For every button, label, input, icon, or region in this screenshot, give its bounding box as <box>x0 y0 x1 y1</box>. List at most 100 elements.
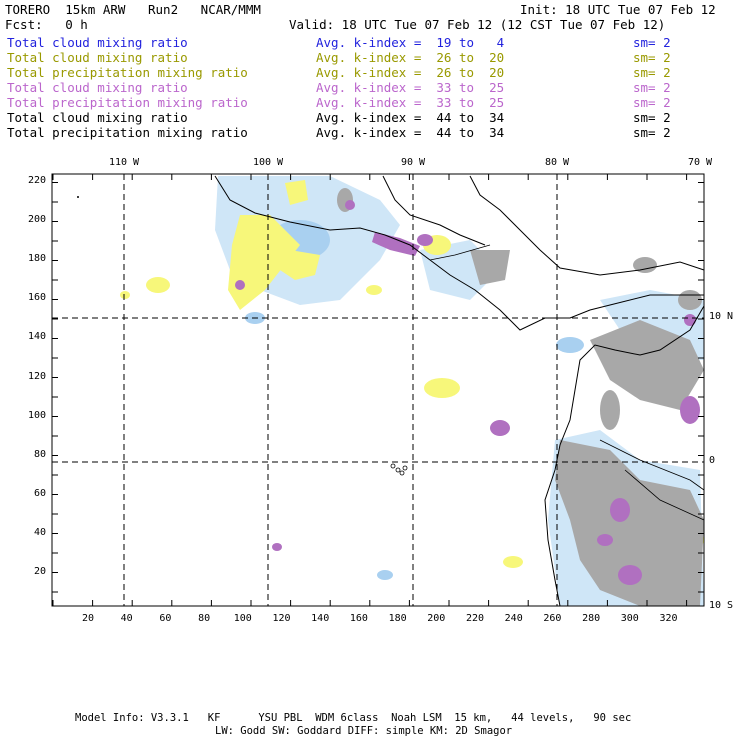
legend-field-label: Total cloud mixing ratio <box>7 50 188 65</box>
longitude-label: 110 W <box>108 157 140 168</box>
latitude-label: 10 N <box>709 311 734 322</box>
legend-smoothing: sm= 2 <box>633 80 671 95</box>
precip-region-purple <box>610 498 630 522</box>
country-border <box>599 439 705 491</box>
island-dot <box>77 196 79 198</box>
legend-k-index: Avg. k-index = 33 to 25 <box>316 95 505 110</box>
galapagos-island <box>402 465 408 471</box>
longitude-label: 90 W <box>400 157 426 168</box>
legend-smoothing: sm= 2 <box>633 125 671 140</box>
x-tick-label: 60 <box>159 613 172 624</box>
y-tick-label: 220 <box>27 175 46 186</box>
legend-field-label: Total cloud mixing ratio <box>7 35 188 50</box>
y-tick-label: 60 <box>33 487 46 499</box>
legend-field-label: Total cloud mixing ratio <box>7 80 188 95</box>
legend-smoothing: sm= 2 <box>633 95 671 110</box>
y-tick-label: 40 <box>33 526 46 538</box>
x-tick-label: 240 <box>504 613 523 624</box>
legend-field-label: Total precipitation mixing ratio <box>7 125 248 140</box>
y-tick-label: 180 <box>27 253 46 265</box>
legend-k-index: Avg. k-index = 26 to 20 <box>316 50 505 65</box>
galapagos-island <box>390 463 396 469</box>
latitude-label: 0 <box>709 455 716 466</box>
x-tick-label: 140 <box>311 613 330 624</box>
precip-region-yellow <box>280 250 320 280</box>
legend-k-index: Avg. k-index = 33 to 25 <box>316 80 505 95</box>
precip-region-purple <box>680 396 700 424</box>
precip-region-purple <box>272 543 282 551</box>
precip-region-yellow <box>424 378 460 398</box>
x-tick-label: 80 <box>198 613 211 624</box>
longitude-label: 80 W <box>544 157 570 168</box>
cloud-region-gray <box>470 250 510 285</box>
legend-k-index: Avg. k-index = 19 to 4 <box>316 35 505 50</box>
cloud-region-mid <box>377 570 393 580</box>
cloud-region-gray <box>590 320 704 410</box>
plot-layer <box>120 176 704 606</box>
run-title: TORERO 15km ARW Run2 NCAR/MMM <box>5 2 261 17</box>
precip-region-yellow <box>228 215 300 310</box>
x-tick-label: 280 <box>582 613 601 624</box>
longitude-label: 70 W <box>687 157 713 168</box>
legend-smoothing: sm= 2 <box>633 65 671 80</box>
precip-region-yellow <box>285 180 308 205</box>
legend-field-label: Total precipitation mixing ratio <box>7 95 248 110</box>
cloud-region-gray <box>633 257 657 273</box>
x-tick-label: 200 <box>427 613 446 624</box>
precip-region-yellow <box>120 291 130 299</box>
precip-region-yellow <box>366 285 382 295</box>
precip-region-purple <box>618 565 642 585</box>
legend-smoothing: sm= 2 <box>633 50 671 65</box>
precip-region-purple <box>490 420 510 436</box>
forecast-hour: Fcst: 0 h <box>5 17 88 32</box>
y-tick-label: 100 <box>27 409 46 421</box>
precip-region-purple <box>417 234 433 246</box>
precip-region-purple <box>372 232 420 256</box>
x-tick-label: 100 <box>233 613 252 624</box>
precip-region-purple <box>684 314 696 326</box>
x-tick-label: 220 <box>465 613 485 624</box>
x-tick-label: 160 <box>349 613 368 624</box>
coastline <box>544 305 705 607</box>
coastline <box>214 175 704 331</box>
y-tick-label: 160 <box>27 292 46 304</box>
cloud-region-mid <box>556 337 584 353</box>
cloud-region-gray <box>555 440 704 606</box>
precip-region-purple <box>597 534 613 546</box>
legend-k-index: Avg. k-index = 44 to 34 <box>316 110 505 125</box>
physics-info: LW: Godd SW: Goddard DIFF: simple KM: 2D… <box>215 725 513 737</box>
y-tick-label: 140 <box>27 331 46 343</box>
x-tick-label: 120 <box>272 613 291 624</box>
galapagos-island <box>399 470 405 476</box>
legend-k-index: Avg. k-index = 26 to 20 <box>316 65 505 80</box>
country-border <box>429 244 491 261</box>
x-tick-label: 180 <box>388 613 407 624</box>
init-time: Init: 18 UTC Tue 07 Feb 12 <box>520 2 716 17</box>
y-tick-label: 200 <box>27 214 46 226</box>
legend-k-index: Avg. k-index = 44 to 34 <box>316 125 505 140</box>
longitude-label: 100 W <box>252 157 284 168</box>
x-tick-label: 40 <box>120 613 133 624</box>
galapagos-island <box>395 467 401 473</box>
coastline <box>469 175 705 276</box>
precip-region-yellow <box>503 556 523 568</box>
legend-smoothing: sm= 2 <box>633 110 671 125</box>
y-tick-label: 80 <box>33 448 46 460</box>
y-tick-label: 20 <box>33 566 46 577</box>
precip-region-yellow <box>146 277 170 293</box>
plot-frame <box>51 173 705 607</box>
coastline <box>382 175 486 246</box>
x-tick-label: 260 <box>543 613 562 624</box>
x-tick-label: 20 <box>81 613 95 624</box>
cloud-region-gray <box>600 390 620 430</box>
y-tick-label: 120 <box>27 370 46 382</box>
model-info: Model Info: V3.3.1 KF YSU PBL WDM 6class… <box>75 712 632 724</box>
precip-region-purple <box>235 280 245 290</box>
latitude-label: 10 S <box>709 600 734 611</box>
country-border <box>624 469 705 521</box>
legend-field-label: Total cloud mixing ratio <box>7 110 188 125</box>
legend-smoothing: sm= 2 <box>633 35 671 50</box>
valid-time: Valid: 18 UTC Tue 07 Feb 12 (12 CST Tue … <box>289 17 666 32</box>
precip-region-purple <box>345 200 355 210</box>
